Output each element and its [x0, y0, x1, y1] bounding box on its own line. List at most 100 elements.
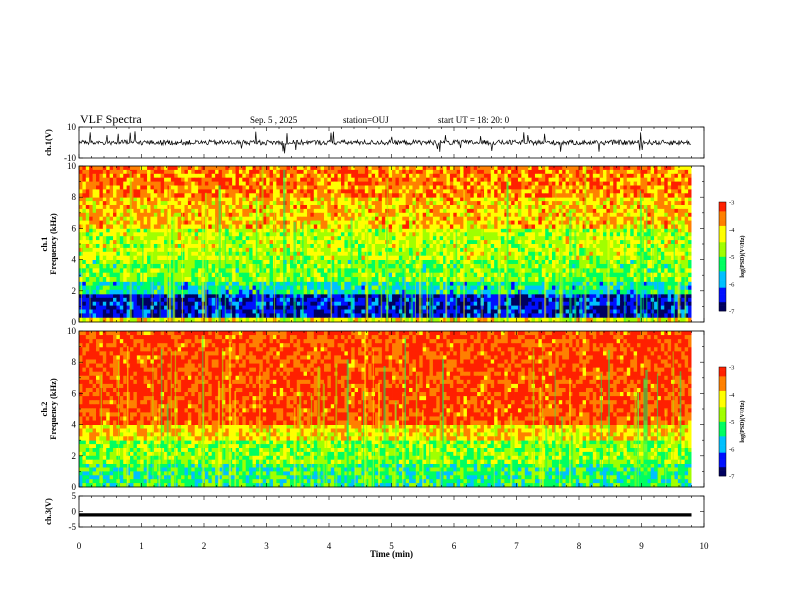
- spectrogram-cell: [130, 272, 134, 278]
- spectrogram-cell: [194, 236, 199, 241]
- spectrogram-cell: [317, 301, 321, 307]
- spectrogram-cell: [82, 285, 87, 291]
- spectrogram-cell: [660, 232, 665, 237]
- spectrogram-cell: [507, 297, 512, 303]
- spectrogram-cell: [92, 208, 97, 214]
- spectrogram-cell: [409, 247, 413, 253]
- spectrogram-cell: [637, 268, 641, 274]
- spectrogram-cell: [106, 251, 111, 257]
- spectrogram-cell: [225, 293, 230, 299]
- spectrogram-cell: [613, 285, 618, 291]
- spectrogram-cell: [586, 259, 590, 265]
- spectrogram-cell: [541, 244, 546, 249]
- spectrogram-cell: [89, 277, 94, 282]
- spectrogram-cell: [524, 309, 529, 314]
- spectrogram-cell: [368, 259, 373, 265]
- spectrogram-cell: [187, 208, 192, 214]
- spectrogram-cell: [191, 236, 196, 241]
- spectrogram-cell: [429, 285, 434, 291]
- spectrogram-cell: [221, 289, 226, 295]
- spectrogram-cell: [507, 293, 512, 299]
- spectrogram-cell: [514, 208, 519, 214]
- spectrogram-cell: [596, 255, 601, 260]
- spectrogram-cell: [630, 305, 635, 310]
- spectrogram-cell: [514, 313, 519, 318]
- spectrogram-cell: [586, 293, 590, 299]
- spectrogram-cell: [483, 247, 488, 253]
- spectrogram-cell: [215, 259, 219, 265]
- spectrogram-cell: [589, 293, 594, 299]
- spectrogram-cell: [388, 277, 393, 282]
- spectrogram-cell: [381, 201, 386, 206]
- spectrogram-cell: [164, 313, 168, 318]
- spectrogram-cell: [599, 263, 604, 269]
- spectrogram-cell: [279, 240, 284, 245]
- spectrogram-cell: [500, 305, 505, 310]
- spectrogram-cell: [164, 232, 168, 237]
- spectrogram-cell: [514, 293, 519, 299]
- spectrogram-cell: [116, 263, 121, 269]
- spectrogram-cell: [126, 305, 131, 310]
- spectrogram-cell: [221, 297, 226, 303]
- spectrogram-cell: [647, 244, 652, 249]
- spectrogram-cell: [436, 247, 441, 253]
- spectrogram-cell: [514, 232, 519, 237]
- spectrogram-cell: [630, 244, 635, 249]
- spectrogram-cell: [170, 301, 175, 307]
- spectrogram-cell: [483, 285, 488, 291]
- spectrogram-cell: [242, 297, 247, 303]
- spectrogram-cell: [303, 212, 308, 218]
- spectrogram-cell: [147, 255, 151, 260]
- spectrogram-cell: [317, 281, 321, 286]
- spectrogram-cell: [262, 259, 267, 265]
- spectrogram-cell: [637, 201, 641, 206]
- spectrogram-cell: [181, 205, 185, 210]
- spectrogram-cell: [528, 236, 532, 241]
- spectrogram-cell: [415, 212, 420, 218]
- spectrogram-cell: [443, 268, 447, 274]
- spectrogram-cell: [327, 309, 332, 314]
- spectrogram-cell: [521, 197, 526, 202]
- spectrogram-cell: [558, 208, 563, 214]
- spectrogram-cell: [555, 277, 560, 282]
- spectrogram-cell: [477, 277, 481, 282]
- spectrogram-cell: [565, 277, 570, 282]
- spectrogram-cell: [626, 208, 631, 214]
- spectrogram-cell: [643, 201, 648, 206]
- spectrogram-cell: [677, 208, 682, 214]
- spectrogram-cell: [446, 255, 451, 260]
- spectrogram-cell: [637, 293, 641, 299]
- spectrogram-cell: [388, 293, 393, 299]
- spectrogram-cell: [626, 228, 631, 233]
- spectrogram-cell: [164, 255, 168, 260]
- spectrogram-cell: [317, 212, 321, 218]
- spectrogram-cell: [395, 263, 400, 269]
- spectrogram-cell: [514, 272, 519, 278]
- spectrogram-cell: [545, 301, 549, 307]
- spectrogram-cell: [422, 240, 427, 245]
- spectrogram-cell: [358, 208, 362, 214]
- spectrogram-cell: [667, 201, 672, 206]
- spectrogram-cell: [640, 301, 645, 307]
- spectrogram-cell: [599, 240, 604, 245]
- spectrogram-cell: [225, 259, 230, 265]
- spectrogram-cell: [157, 317, 162, 323]
- spectrogram-cell: [671, 197, 675, 202]
- spectrogram-cell: [674, 305, 679, 310]
- spectrogram-cell: [405, 197, 410, 202]
- spectrogram-cell: [667, 313, 672, 318]
- spectrogram-cell: [528, 293, 532, 299]
- spectrogram-cell: [511, 268, 515, 274]
- spectrogram-cell: [603, 236, 607, 241]
- spectrogram-cell: [187, 197, 192, 202]
- spectrogram-cell: [106, 208, 111, 214]
- spectrogram-cell: [228, 247, 233, 253]
- spectrogram-cell: [232, 244, 236, 249]
- spectrogram-cell: [599, 289, 604, 295]
- spectrogram-cell: [89, 205, 94, 210]
- spectrogram-cell: [477, 197, 481, 202]
- spectrogram-cell: [596, 251, 601, 257]
- spectrogram-cell: [337, 263, 342, 269]
- spectrogram-cell: [269, 255, 274, 260]
- spectrogram-cell: [551, 201, 556, 206]
